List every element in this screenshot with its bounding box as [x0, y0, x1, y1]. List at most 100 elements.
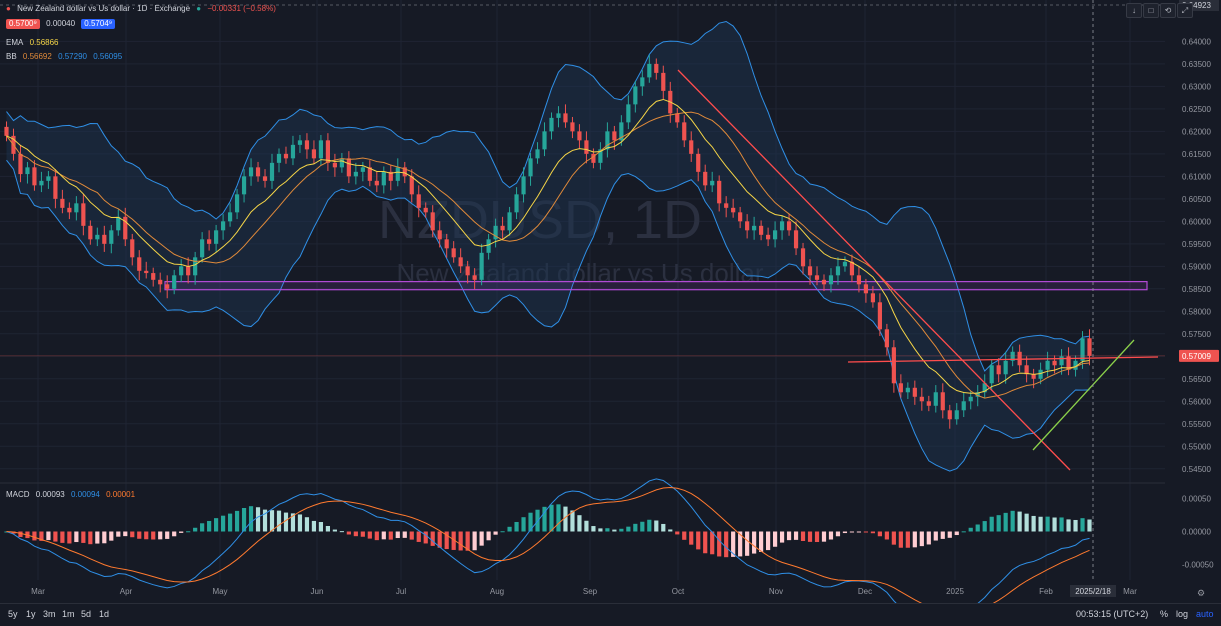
bb-label: BB — [6, 52, 17, 61]
candle-body — [283, 153, 289, 159]
range-5d-button[interactable]: 5d — [81, 609, 92, 619]
macd-histogram-bar — [88, 531, 93, 545]
macd-histogram-bar — [745, 531, 750, 556]
macd-histogram-bar — [165, 531, 170, 539]
time-tick: Apr — [120, 587, 133, 596]
instrument-title[interactable]: New Zealand dollar vs Us dollar · 1D · E… — [17, 4, 191, 13]
macd-histogram-bar — [102, 531, 107, 544]
macd-histogram-bar — [500, 531, 505, 533]
macd-histogram-bar — [255, 507, 261, 532]
candle-body — [870, 293, 875, 303]
sell-price-button[interactable]: 0.5700⁹ — [6, 19, 40, 29]
time-tick: Dec — [858, 587, 872, 596]
macd-histogram-bar — [46, 531, 51, 541]
log-toggle[interactable]: log — [1176, 609, 1189, 619]
nzdusd-chart[interactable]: NZDUSD, 1D New Zealand dollar vs Us doll… — [0, 0, 1221, 603]
ema-line — [6, 98, 1090, 394]
price-tick: 0.54500 — [1182, 465, 1211, 474]
candle-body — [53, 176, 58, 199]
reset-icon[interactable]: ⟲ — [1160, 3, 1176, 18]
macd-histogram-bar — [863, 531, 869, 533]
macd-histogram-bar — [200, 523, 205, 532]
last-price-label: 0.57009 — [1182, 352, 1211, 361]
support-zone[interactable] — [164, 281, 1148, 291]
candle-body — [276, 153, 282, 163]
range-1d-button[interactable]: 1d — [99, 609, 110, 619]
macd-histogram-bar — [465, 531, 470, 551]
macd-histogram-bar — [577, 515, 582, 532]
price-axis[interactable]: 0.64000 0.63500 0.63000 0.62500 0.62000 0.615… — [1165, 0, 1221, 603]
macd-histogram-bar — [304, 517, 310, 532]
candle-body — [332, 162, 337, 168]
macd-histogram-bar — [109, 531, 114, 541]
range-1m-button[interactable]: 1m — [62, 609, 75, 619]
candle-body — [486, 239, 491, 253]
macd-histogram-bar — [549, 504, 554, 532]
scroll-down-icon[interactable]: ↓ — [1126, 3, 1142, 18]
range-5y-button[interactable]: 5y — [8, 609, 18, 619]
macd-histogram-bar — [1052, 517, 1057, 532]
time-tick: Feb — [1039, 587, 1053, 596]
legend-row-title: ● New Zealand dollar vs Us dollar · 1D ·… — [6, 4, 280, 14]
macd-histogram-bar — [381, 531, 386, 540]
macd-histogram-bar — [18, 531, 23, 537]
macd-histogram-bar — [668, 529, 673, 532]
macd-histogram-bar — [297, 514, 303, 532]
macd-histogram-bar — [248, 506, 254, 532]
candle-body — [472, 275, 477, 280]
candle-body — [612, 131, 617, 141]
range-1y-button[interactable]: 1y — [26, 609, 36, 619]
macd-histogram-bar — [74, 531, 79, 543]
macd-signal-value: 0.00001 — [106, 490, 136, 499]
macd-histogram-bar — [842, 531, 848, 534]
macd-histogram-bar — [891, 531, 896, 545]
candle-body — [437, 230, 442, 240]
buy-price-button[interactable]: 0.5704⁹ — [81, 19, 116, 29]
candle-body — [542, 131, 547, 150]
macd-histogram-bar — [53, 531, 58, 542]
macd-histogram-bar — [619, 528, 624, 532]
macd-histogram-bar — [262, 509, 268, 532]
trend-drawings[interactable] — [0, 0, 1165, 580]
legend-row-bb[interactable]: BB 0.56692 0.57290 0.56095 — [6, 52, 126, 62]
candle-body — [724, 203, 729, 208]
candle-body — [745, 221, 750, 231]
candle-body — [703, 171, 708, 186]
fullscreen-icon[interactable]: ⤢ — [1177, 3, 1193, 18]
time-tick: Aug — [490, 587, 504, 596]
time-tick: May — [212, 587, 227, 596]
macd-histogram-bar — [703, 531, 708, 554]
legend-row-macd[interactable]: MACD 0.00093 0.00094 0.00001 — [6, 490, 139, 500]
candle-body — [1010, 351, 1015, 361]
macd-histogram-bar — [123, 531, 128, 537]
maximize-icon[interactable]: □ — [1143, 3, 1159, 18]
candle-body — [821, 279, 827, 285]
legend-row-ema[interactable]: EMA 0.56866 — [6, 38, 63, 48]
watermark-name: New Zealand dollar vs Us dollar — [396, 258, 763, 288]
candle-body — [619, 122, 624, 141]
candle-body — [884, 329, 889, 348]
price-tick: 0.64000 — [1182, 37, 1211, 46]
range-3m-button[interactable]: 3m — [43, 609, 56, 619]
price-tick: 0.55000 — [1182, 442, 1211, 451]
candle-body — [102, 234, 107, 244]
candle-body — [675, 113, 680, 123]
candle-body — [912, 387, 917, 397]
percent-toggle[interactable]: % — [1160, 609, 1169, 619]
macd-histogram-bar — [60, 531, 65, 543]
auto-toggle[interactable]: auto — [1196, 609, 1214, 619]
candle-body — [88, 225, 93, 240]
macd-histogram-bar — [940, 531, 945, 539]
price-tick: 0.59500 — [1182, 240, 1211, 249]
clock-timezone[interactable]: 00:53:15 (UTC+2) — [1076, 609, 1149, 619]
time-axis[interactable]: Mar Apr May Jun Jul Aug Sep Oct Nov Dec 2025 Feb Mar… — [31, 585, 1137, 597]
candle-body — [32, 167, 37, 186]
price-tick: 0.62500 — [1182, 105, 1211, 114]
candle-body — [1087, 338, 1092, 356]
macd-histogram-bar — [954, 531, 959, 536]
candle-body — [919, 396, 924, 402]
candle-body — [172, 275, 177, 289]
macd-histogram-bar — [570, 510, 575, 532]
candle-body — [409, 176, 414, 195]
macd-histogram-bar — [234, 510, 240, 532]
